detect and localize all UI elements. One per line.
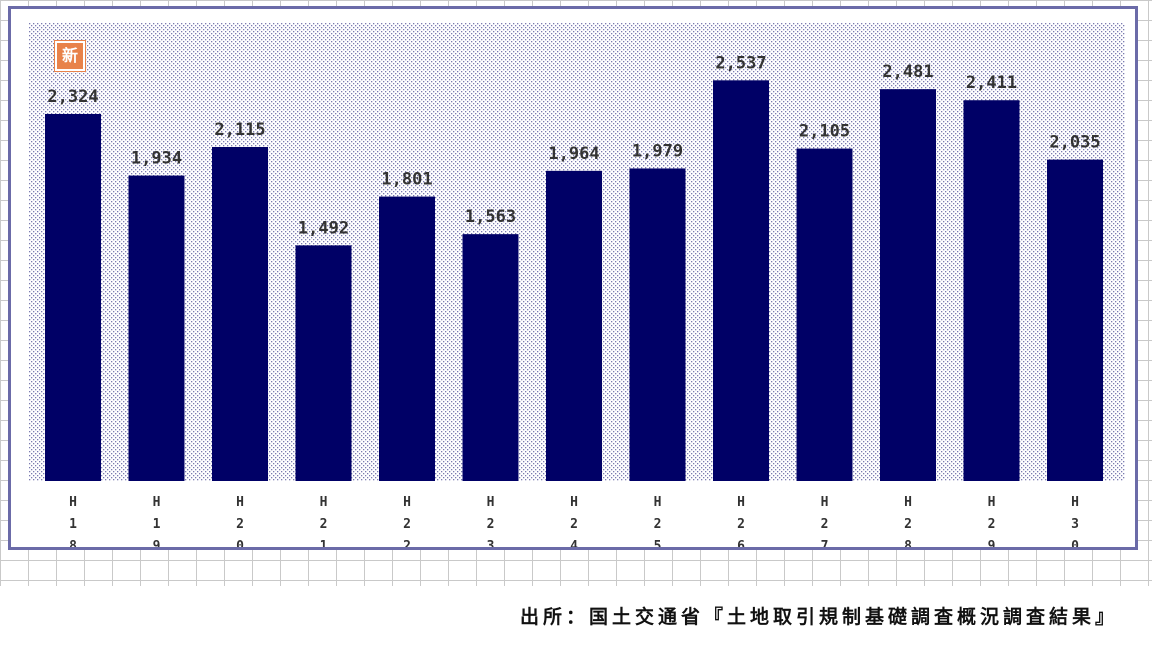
bar-chart: 2,324 1,934 2,115 1,492 1,801 1,563 1,964 1,979… — [29, 23, 1125, 547]
value-label-H24: 1,964 — [548, 144, 599, 164]
bar-H23 — [462, 234, 519, 481]
bar-H22 — [379, 196, 435, 481]
bar-H28 — [880, 89, 936, 482]
new-badge: 新 — [54, 40, 86, 72]
value-label-H19: 1,934 — [131, 149, 182, 169]
value-label-H29: 2,411 — [966, 73, 1017, 93]
value-label-H18: 2,324 — [47, 87, 98, 107]
bar-H21 — [295, 245, 352, 481]
value-label-H23: 1,563 — [465, 207, 516, 227]
source-bar: 出所：国土交通省『土地取引規制基礎調査概況調査結果』 — [0, 586, 1152, 648]
value-label-H27: 2,105 — [799, 122, 850, 142]
x-tick-labels-group: H 1 8 H 1 9 H 2 0 H 2 1 H 2 2 H 2 3 H 2 4 H 2 5 H 2 6 H 2 7 H 2 8 H 2 9 H 3 0 — [69, 495, 1079, 547]
value-label-H28: 2,481 — [882, 62, 933, 82]
value-label-H20: 2,115 — [214, 120, 265, 140]
bars-group — [45, 80, 1103, 482]
bar-H24 — [546, 170, 602, 481]
chart-frame: 2,324 1,934 2,115 1,492 1,801 1,563 1,964 1,979… — [8, 6, 1138, 550]
value-label-H21: 1,492 — [298, 218, 349, 238]
source-text: 出所：国土交通省『土地取引規制基礎調査概況調査結果』 — [519, 606, 1118, 628]
bar-H25 — [629, 168, 686, 482]
value-label-H30: 2,035 — [1049, 133, 1100, 153]
bar-H26 — [713, 80, 769, 481]
value-label-H25: 1,979 — [632, 141, 683, 161]
bar-H29 — [963, 100, 1020, 482]
value-label-H26: 2,537 — [715, 53, 766, 73]
value-label-H22: 1,801 — [381, 170, 432, 190]
bar-H30 — [1047, 159, 1103, 481]
value-labels-group: 2,324 1,934 2,115 1,492 1,801 1,563 1,964 1,979… — [47, 53, 1100, 238]
bar-H19 — [128, 175, 185, 481]
bar-H27 — [796, 148, 853, 481]
bar-H18 — [45, 113, 101, 482]
bar-H20 — [212, 146, 268, 481]
